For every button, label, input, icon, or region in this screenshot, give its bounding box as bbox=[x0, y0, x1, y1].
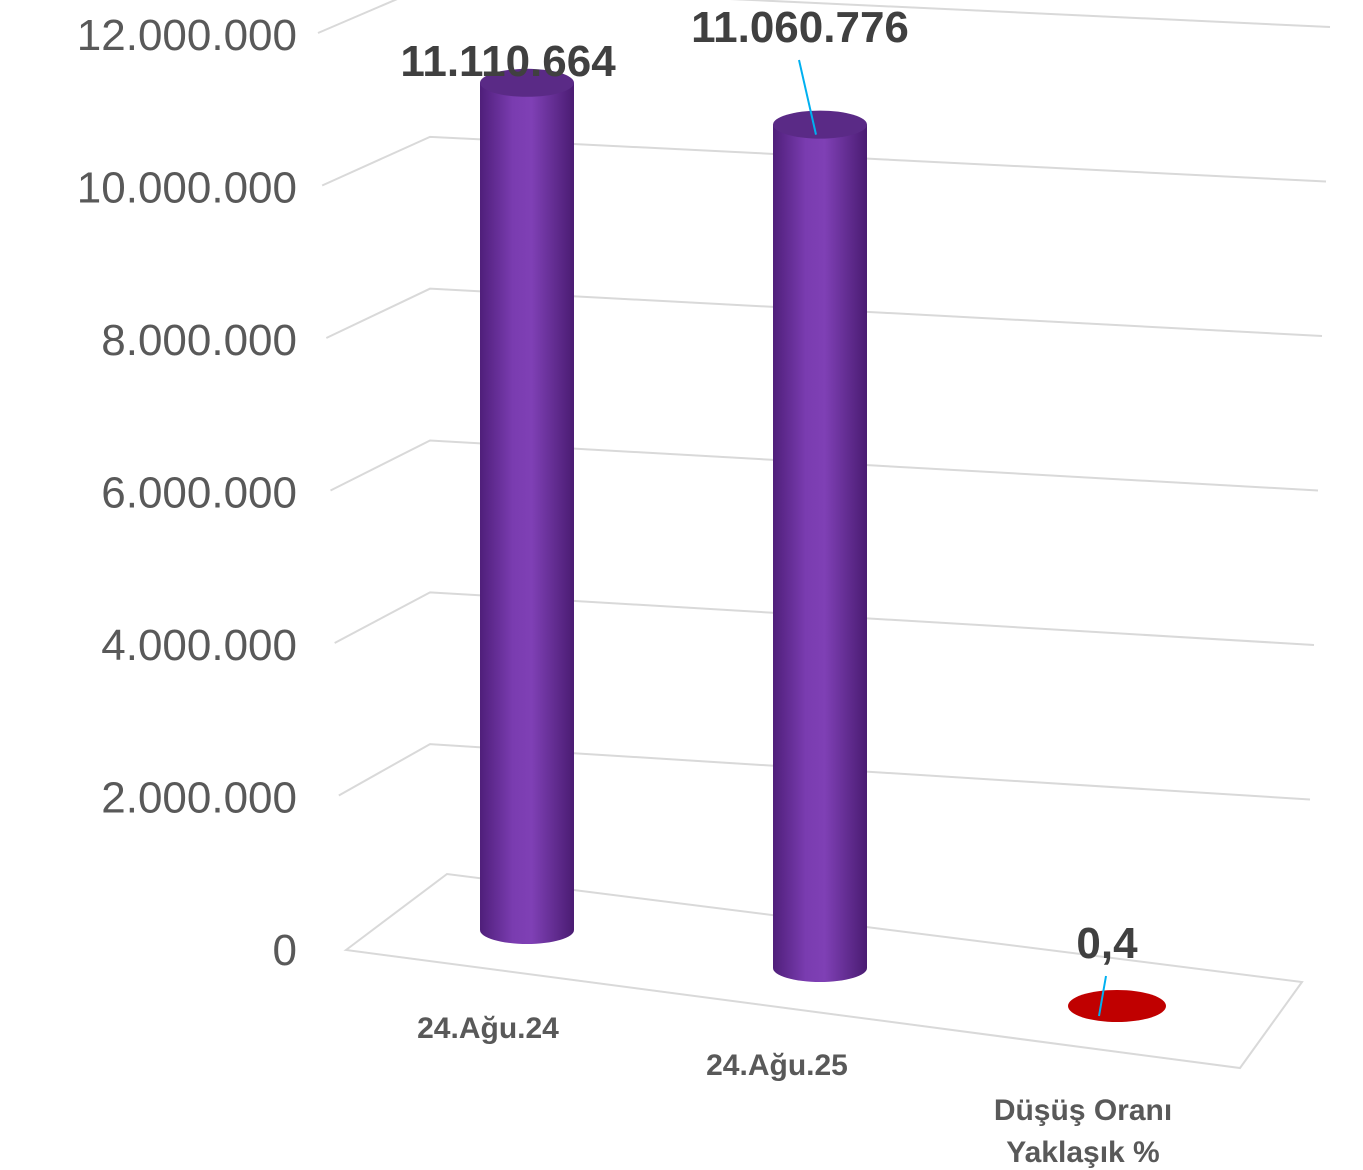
bar-top bbox=[1068, 990, 1166, 1022]
gridline bbox=[321, 135, 1327, 187]
bar-body bbox=[773, 124, 867, 982]
gridline bbox=[334, 591, 1315, 646]
y-tick-label: 0 bbox=[273, 926, 297, 975]
floor-plane bbox=[343, 872, 1304, 1070]
gridline bbox=[330, 439, 1319, 492]
y-tick-label: 10.000.000 bbox=[77, 164, 297, 213]
data-labels: 11.110.664 11.060.776 0,4 bbox=[400, 3, 1138, 1017]
data-label: 11.110.664 bbox=[400, 37, 616, 86]
data-label: 0,4 bbox=[1076, 919, 1138, 968]
bar bbox=[480, 68, 574, 944]
bar-top bbox=[773, 110, 867, 139]
bar-top bbox=[480, 68, 574, 97]
bar bbox=[773, 110, 867, 982]
y-axis-ticks: 0 2.000.000 4.000.000 6.000.000 8.000.000 10.… bbox=[77, 11, 297, 975]
bars bbox=[480, 68, 1166, 1022]
x-tick-label: 24.Ağu.25 bbox=[706, 1049, 848, 1082]
y-tick-label: 2.000.000 bbox=[101, 774, 297, 823]
bar bbox=[1068, 990, 1166, 1022]
y-tick-label: 8.000.000 bbox=[101, 316, 297, 365]
gridlines bbox=[317, 0, 1331, 801]
label-leader-line bbox=[1098, 975, 1107, 1017]
data-label: 11.060.776 bbox=[691, 3, 909, 52]
bar-body bbox=[480, 82, 574, 944]
gridline bbox=[325, 287, 1323, 339]
gridline bbox=[317, 0, 1331, 34]
x-axis-ticks: 24.Ağu.24 24.Ağu.25 Düşüş Oranı Yaklaşık % bbox=[417, 1012, 1172, 1169]
y-tick-label: 12.000.000 bbox=[77, 11, 297, 60]
floor bbox=[343, 872, 1304, 1070]
x-tick-label: Düşüş Oranı Yaklaşık % bbox=[994, 1094, 1172, 1169]
label-leader-line bbox=[798, 59, 817, 135]
y-tick-label: 6.000.000 bbox=[101, 469, 297, 518]
gridline bbox=[338, 743, 1311, 801]
x-tick-label: 24.Ağu.24 bbox=[417, 1012, 559, 1045]
y-tick-label: 4.000.000 bbox=[101, 621, 297, 670]
